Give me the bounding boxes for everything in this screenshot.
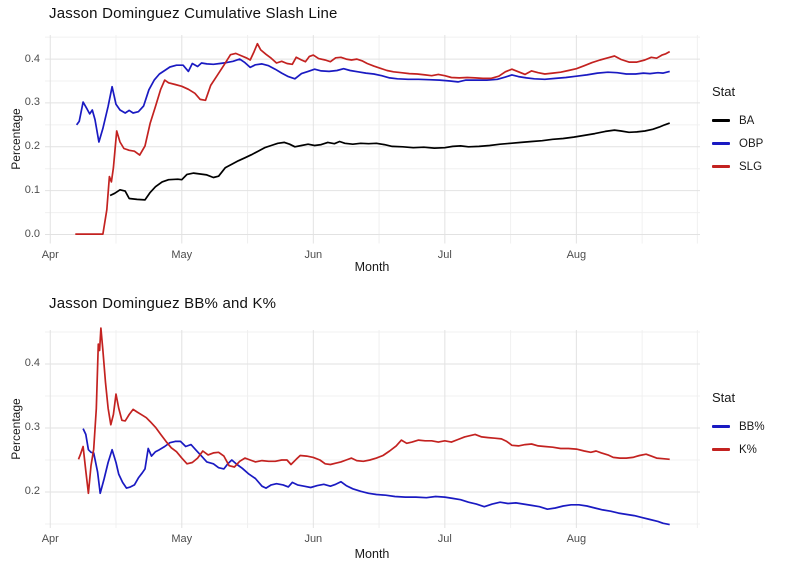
legend-label: SLG <box>739 160 763 173</box>
legend-items: BA OBP SLG <box>712 109 790 178</box>
series-line-K% <box>77 327 670 495</box>
legend-label: K% <box>739 443 757 456</box>
y-tick-label: 0.2 <box>24 485 40 498</box>
legend-item-BB%: BB% <box>712 415 790 438</box>
legend-items: BB% K% <box>712 415 790 461</box>
x-axis-title: Month <box>354 547 390 561</box>
x-tick-label: Aug <box>566 248 587 261</box>
plot-panel <box>45 327 700 528</box>
x-tick-label: May <box>171 248 193 261</box>
legend-label: OBP <box>739 137 764 150</box>
legend-swatch-OBP <box>712 142 730 145</box>
x-tick-label: Jul <box>437 248 452 261</box>
y-tick-label: 0.4 <box>24 357 40 370</box>
legend-item-SLG: SLG <box>712 155 790 178</box>
legend-swatch-K% <box>712 448 730 451</box>
x-tick-label: Aug <box>566 533 587 545</box>
y-tick-label: 0.3 <box>24 421 40 434</box>
x-tick-label: May <box>171 533 193 545</box>
y-tick-label: 0.0 <box>24 228 40 240</box>
legend-swatch-SLG <box>712 165 730 168</box>
legend-label: BA <box>739 114 755 127</box>
legend-swatch-BA <box>712 119 730 122</box>
series-line-BA <box>109 122 670 201</box>
x-tick-label: Apr <box>41 248 59 261</box>
legend-item-K%: K% <box>712 438 790 461</box>
x-tick-label: Jun <box>304 533 323 545</box>
x-tick-label: Jun <box>304 248 323 261</box>
legend-swatch-BB% <box>712 425 730 428</box>
slash-line-chart: Jasson Dominguez Cumulative Slash Line P… <box>9 5 790 274</box>
bb-k-chart: Jasson Dominguez BB% and K% Percentage 0… <box>0 290 793 580</box>
chart-title-slash-line: Jasson Dominguez Cumulative Slash Line <box>49 5 338 22</box>
legend-item-BA: BA <box>712 109 790 132</box>
plot-panel <box>45 35 700 244</box>
legend-title: Stat <box>712 84 736 99</box>
y-tick-label: 0.3 <box>24 96 40 109</box>
chart-title-bb-k: Jasson Dominguez BB% and K% <box>49 295 277 312</box>
series-line-SLG <box>75 42 671 235</box>
legend-item-OBP: OBP <box>712 132 790 155</box>
legend-title: Stat <box>712 390 736 405</box>
series-line-BB% <box>82 428 670 526</box>
x-axis-title: Month <box>354 260 390 274</box>
x-tick-label: Jul <box>437 533 452 545</box>
x-tick-label: Apr <box>41 533 59 545</box>
y-tick-label: 0.1 <box>24 184 40 197</box>
legend-label: BB% <box>739 420 765 433</box>
y-tick-label: 0.4 <box>24 52 40 65</box>
legend: Stat BB% K% <box>712 390 790 461</box>
series-line-OBP <box>75 58 670 143</box>
legend: Stat BA OBP SLG <box>712 84 790 178</box>
y-tick-label: 0.2 <box>24 140 40 153</box>
